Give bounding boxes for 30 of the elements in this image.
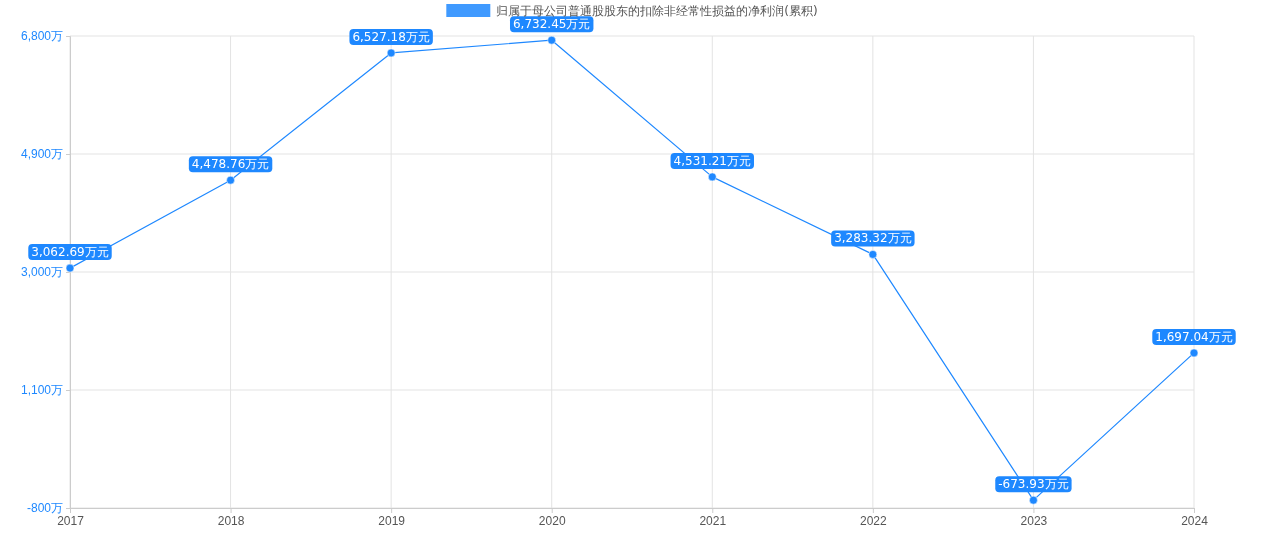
- y-tick-label: -800万: [26, 501, 63, 516]
- point: [1029, 495, 1038, 505]
- data-label: 4,478.76万元: [191, 157, 270, 172]
- data-label: -673.93万元: [998, 477, 1069, 492]
- data-label: 6,527.18万元: [352, 29, 430, 44]
- x-tick-label: 2019: [378, 513, 406, 528]
- x-tick-label: 2020: [538, 513, 566, 528]
- y-tick-label: 1,100万: [20, 383, 63, 398]
- x-tick-label: 2023: [1020, 513, 1048, 528]
- data-label: 3,062.69万元: [31, 245, 109, 260]
- point: [547, 35, 556, 45]
- point: [868, 250, 878, 259]
- point: [226, 175, 235, 185]
- x-tick-label: 2022: [860, 513, 888, 528]
- point: [1189, 348, 1199, 358]
- point: [386, 48, 396, 58]
- y-tick-label: 4,900万: [20, 147, 63, 162]
- data-label: 4,531.21万元: [673, 153, 751, 168]
- x-tick-label: 2024: [1181, 513, 1209, 528]
- x-tick-label: 2017: [57, 513, 85, 528]
- data-label: 6,732.45万元: [513, 17, 591, 32]
- data-label: 1,697.04万元: [1155, 329, 1233, 344]
- data-label: 3,283.32万元: [834, 231, 912, 246]
- x-tick-label: 2018: [217, 513, 245, 528]
- point: [708, 172, 717, 182]
- y-tick-label: 3,000万: [20, 265, 63, 280]
- legend-label: 归属于母公司普通股股东的扣除非经常性损益的净利润(累积): [496, 4, 818, 18]
- point: [65, 263, 75, 273]
- y-tick-label: 6,800万: [20, 29, 63, 44]
- x-tick-label: 2021: [699, 513, 727, 528]
